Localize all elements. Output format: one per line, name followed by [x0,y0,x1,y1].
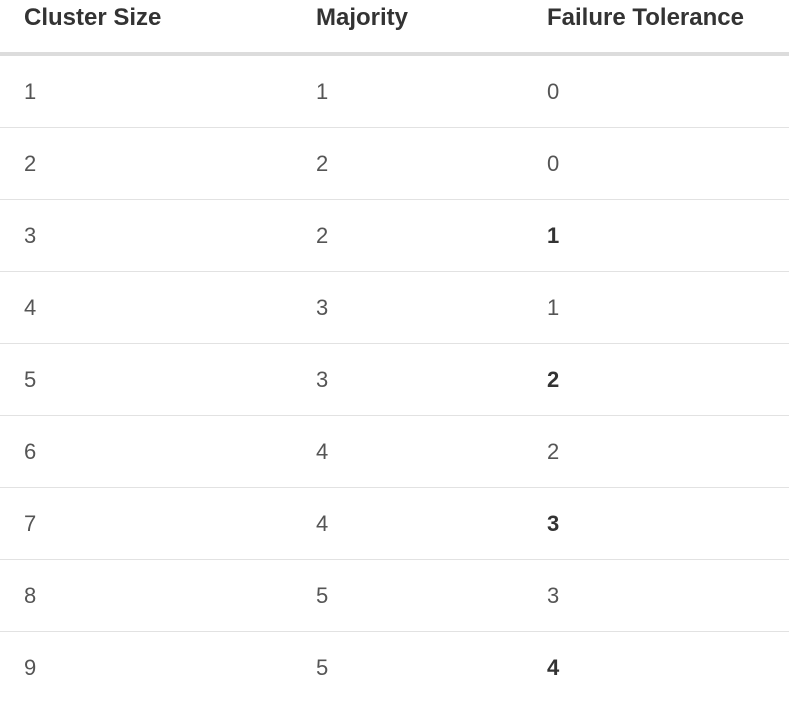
table-row: 6 4 2 [0,416,789,488]
table-row: 7 4 3 [0,488,789,560]
cell-majority: 2 [316,223,329,248]
cell-cluster-size: 1 [24,79,37,104]
cell-cluster-size: 8 [24,583,37,608]
cell-majority: 4 [316,511,329,536]
table-row: 9 5 4 [0,632,789,703]
table-row: 3 2 1 [0,200,789,272]
cell-majority: 1 [316,79,329,104]
cell-failure-tolerance: 3 [547,511,560,536]
cell-failure-tolerance: 4 [547,655,560,680]
table-header: Cluster Size Majority Failure Tolerance [0,0,789,56]
cell-failure-tolerance: 2 [547,439,560,464]
cell-cluster-size: 2 [24,151,37,176]
cell-failure-tolerance: 1 [547,223,560,248]
cell-cluster-size: 9 [24,655,37,680]
cell-failure-tolerance: 1 [547,295,560,320]
cell-failure-tolerance: 3 [547,583,560,608]
cell-majority: 5 [316,583,329,608]
header-failure-tolerance: Failure Tolerance [547,4,744,31]
cell-failure-tolerance: 2 [547,367,560,392]
cell-majority: 3 [316,295,329,320]
cell-cluster-size: 5 [24,367,37,392]
table-row: 5 3 2 [0,344,789,416]
cell-failure-tolerance: 0 [547,79,560,104]
cell-majority: 4 [316,439,329,464]
cell-cluster-size: 7 [24,511,37,536]
cell-majority: 2 [316,151,329,176]
cell-majority: 5 [316,655,329,680]
table-row: 1 1 0 [0,56,789,128]
cell-failure-tolerance: 0 [547,151,560,176]
table-row: 8 5 3 [0,560,789,632]
cell-cluster-size: 3 [24,223,37,248]
table-row: 4 3 1 [0,272,789,344]
cell-cluster-size: 4 [24,295,37,320]
cell-majority: 3 [316,367,329,392]
header-majority: Majority [316,4,409,31]
header-cluster-size: Cluster Size [24,4,162,31]
cell-cluster-size: 6 [24,439,37,464]
table-row: 2 2 0 [0,128,789,200]
